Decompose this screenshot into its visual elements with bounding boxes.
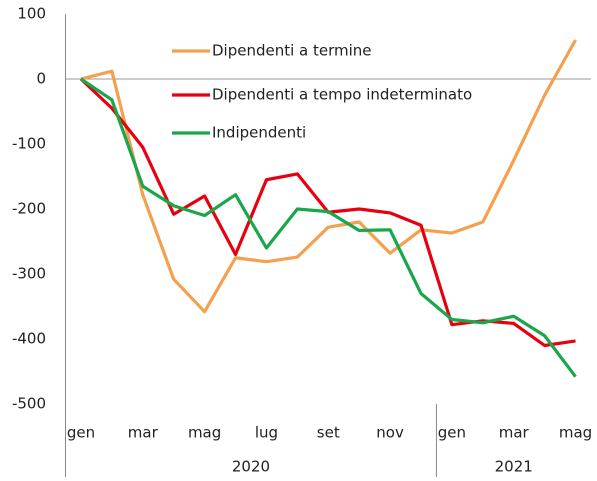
y-tick-label: 0 (36, 70, 46, 88)
x-tick-label: lug (255, 424, 278, 442)
y-tick-label: -200 (12, 200, 46, 218)
x-tick-label: nov (376, 424, 404, 442)
y-tick-label: -300 (12, 265, 46, 283)
y-tick-label: 100 (17, 5, 46, 23)
x-tick-label: gen (438, 424, 466, 442)
year-label: 2021 (495, 458, 533, 476)
series-line (80, 77, 577, 378)
y-tick-label: -400 (12, 330, 46, 348)
y-tick-label: -500 (12, 395, 46, 413)
series-line (80, 39, 577, 314)
x-tick-label: mar (499, 424, 530, 442)
legend-label: Indipendenti (212, 124, 306, 142)
legend-label: Dipendenti a tempo indeterminato (212, 86, 472, 104)
x-tick-label: gen (67, 424, 95, 442)
y-tick-label: -100 (12, 135, 46, 153)
x-tick-label: mag (559, 424, 592, 442)
x-tick-label: mag (188, 424, 221, 442)
legend-label: Dipendenti a termine (212, 42, 372, 60)
x-tick-label: set (317, 424, 340, 442)
x-tick-label: mar (128, 424, 159, 442)
year-label: 2020 (232, 458, 270, 476)
